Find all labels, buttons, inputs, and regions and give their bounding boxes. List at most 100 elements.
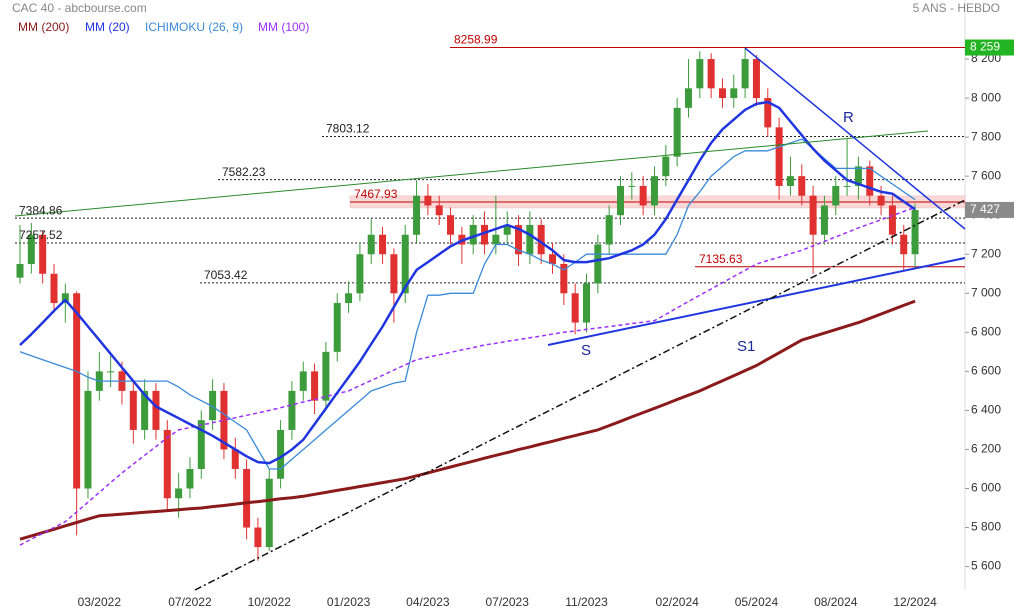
candle-body	[16, 264, 24, 278]
candle-body	[469, 224, 477, 245]
candle-body	[628, 185, 636, 187]
candle-body	[231, 449, 239, 469]
candle-body	[820, 205, 828, 235]
y-tick-label: 7 200	[971, 246, 1001, 260]
x-tick-label: 08/2024	[814, 595, 858, 609]
price-tag	[965, 201, 1014, 218]
annotation: S1	[737, 338, 755, 355]
level-label: 7053.42	[204, 268, 248, 282]
y-tick-label: 6 200	[971, 442, 1001, 456]
candle-body	[775, 127, 783, 186]
x-tick-label: 04/2023	[406, 595, 450, 609]
candle-body	[639, 185, 647, 206]
candle-body	[583, 283, 590, 323]
candle-body	[129, 390, 137, 430]
candle-body	[220, 390, 228, 450]
candle-body	[481, 224, 489, 245]
candle-body	[27, 234, 35, 265]
candle-body	[571, 293, 579, 323]
legend-entry: MM (20)	[85, 20, 130, 34]
candle-body	[616, 185, 624, 216]
legend-entry: MM (200)	[18, 20, 69, 34]
candle-body	[832, 185, 840, 206]
annotation: R	[843, 109, 854, 126]
candle-body	[492, 234, 500, 245]
price-tag-label: 8 259	[970, 40, 1000, 54]
candle-body	[503, 224, 511, 235]
price-tag	[965, 39, 1014, 56]
candle-body	[141, 390, 149, 430]
candle-body	[84, 390, 92, 489]
y-tick-label: 7 000	[971, 285, 1001, 299]
candle-body	[401, 234, 409, 294]
x-tick-label: 03/2022	[78, 595, 122, 609]
candle-body	[866, 166, 874, 196]
legend-entry: MM (100)	[258, 20, 309, 34]
candle-body	[730, 88, 738, 99]
candle-body	[537, 224, 545, 255]
candle-body	[39, 234, 47, 274]
candle-body	[718, 88, 726, 99]
candle-body	[277, 429, 285, 479]
candle-body	[809, 195, 817, 235]
trendline	[194, 199, 966, 591]
candle-body	[684, 88, 692, 108]
candle-body	[413, 195, 421, 235]
level-label: 8258.99	[454, 33, 498, 47]
candle-body	[741, 59, 749, 89]
candle-body	[447, 215, 455, 235]
candle-body	[152, 390, 160, 430]
candle-body	[209, 390, 217, 421]
candle-body	[299, 371, 307, 391]
candle-body	[900, 234, 908, 255]
candle-body	[163, 429, 171, 499]
candle-body	[61, 293, 69, 304]
candle-body	[696, 59, 704, 89]
candle-body	[673, 107, 681, 157]
candle-body	[379, 234, 387, 255]
y-tick-label: 7 600	[971, 168, 1001, 182]
x-tick-label: 10/2022	[248, 595, 292, 609]
candle-body	[764, 98, 772, 128]
candle-body	[888, 205, 896, 235]
candle-body	[175, 488, 183, 499]
candle-body	[243, 468, 251, 528]
level-label: 7467.93	[354, 187, 398, 201]
y-tick-label: 5 600	[971, 559, 1001, 573]
annotation: S	[581, 342, 591, 359]
trendline	[744, 47, 966, 230]
x-tick-label: 07/2023	[485, 595, 529, 609]
candle-body	[549, 254, 557, 265]
candle-body	[752, 59, 760, 99]
candle-body	[73, 293, 81, 489]
indicator-line	[19, 100, 916, 465]
candle-body	[843, 185, 851, 187]
candle-body	[107, 371, 115, 373]
indicator-line	[19, 206, 916, 546]
candle-body	[50, 273, 58, 304]
candle-body	[594, 244, 602, 284]
candle-body	[288, 390, 296, 430]
candle-body	[515, 224, 523, 255]
y-tick-label: 6 800	[971, 325, 1001, 339]
trendlines	[14, 47, 966, 591]
indicator-line	[19, 299, 916, 541]
x-tick-label: 12/2024	[893, 595, 937, 609]
candle-body	[526, 224, 534, 255]
level-label: 7803.12	[326, 122, 370, 136]
candle-body	[560, 264, 568, 294]
candle-body	[390, 254, 398, 294]
x-tick-label: 11/2023	[565, 595, 608, 609]
indicator-line	[19, 138, 916, 470]
trendline	[547, 257, 966, 346]
candle-body	[707, 59, 715, 89]
level-label: 7257.52	[19, 228, 63, 242]
y-tick-label: 6 000	[971, 481, 1001, 495]
candle-body	[333, 303, 341, 352]
candle-body	[435, 205, 443, 216]
candle-body	[650, 176, 658, 206]
y-tick-label: 8 000	[971, 90, 1001, 104]
candle-body	[322, 351, 330, 401]
